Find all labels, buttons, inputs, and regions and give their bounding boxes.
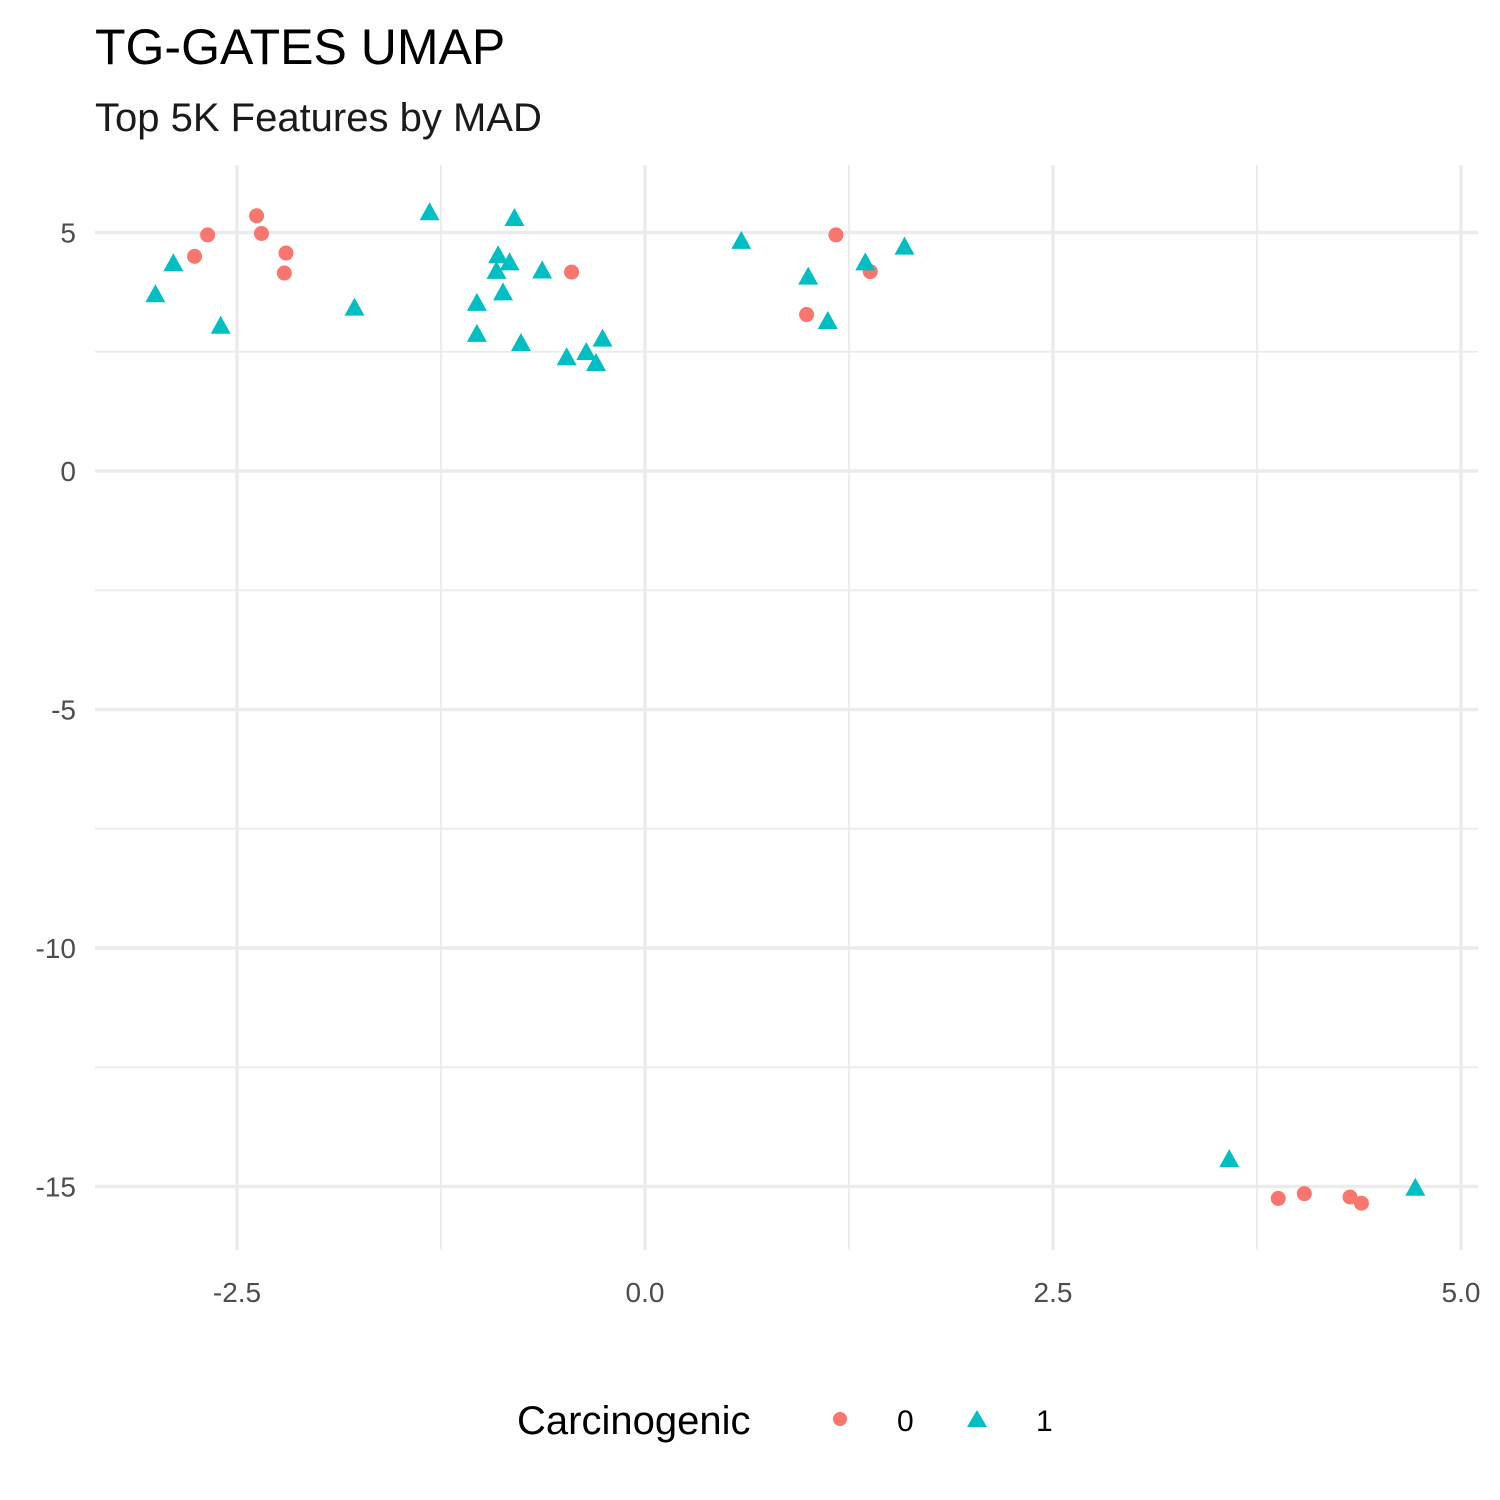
axis-tick-labels: -2.5 0.0 2.5 5.0 -15 -10 -5 0 5 [36,218,1481,1309]
data-point [187,248,203,264]
data-point [1353,1195,1369,1211]
data-point [592,328,613,347]
data-point [253,225,269,241]
data-point [278,245,294,261]
data-point [817,311,838,330]
data-point [504,207,525,226]
data-point [532,260,553,279]
data-point [855,252,876,271]
data-point [1296,1186,1312,1202]
data-point [1270,1190,1286,1206]
data-point [163,253,184,272]
grid [95,165,1478,1250]
data-point [576,342,597,361]
y-tick-label: -15 [36,1172,76,1203]
y-tick-label: 5 [60,218,76,249]
data-point [586,352,607,371]
data-point [276,265,292,281]
legend-key-1 [967,1410,987,1427]
data-point [249,208,265,224]
data-point [486,260,507,279]
y-tick-label: -5 [51,695,76,726]
data-point [828,227,844,243]
x-tick-label: 2.5 [1034,1277,1073,1308]
legend-label-0: 0 [897,1405,914,1438]
data-point [798,266,819,285]
data-point [556,347,577,366]
data-point [1405,1177,1426,1196]
legend: Carcinogenic 0 1 [517,1399,1053,1443]
data-point [419,202,440,221]
data-point [1219,1149,1240,1168]
data-point [799,307,815,323]
data-point [1342,1189,1358,1205]
data-point [145,284,166,303]
data-point [731,230,752,249]
x-tick-label: 0.0 [626,1277,665,1308]
data-point [894,236,915,255]
y-tick-label: -10 [36,933,76,964]
data-point [488,245,509,264]
data-point [466,292,487,311]
data-point [210,315,231,334]
y-tick-label: 0 [60,456,76,487]
data-point [344,297,365,316]
legend-label-1: 1 [1036,1405,1053,1438]
x-tick-label: 5.0 [1442,1277,1481,1308]
data-point [499,252,520,271]
series-0 [187,208,1369,1211]
legend-key-0 [833,1412,847,1426]
data-point [564,264,580,280]
data-point [493,282,514,301]
series-1 [145,202,1426,1196]
data-point [466,323,487,342]
legend-title: Carcinogenic [517,1399,750,1443]
data-point [200,227,216,243]
x-tick-label: -2.5 [213,1277,261,1308]
chart-title: TG-GATES UMAP [95,19,505,75]
data-points [145,202,1426,1211]
data-point [510,332,531,351]
chart-subtitle: Top 5K Features by MAD [95,96,542,140]
